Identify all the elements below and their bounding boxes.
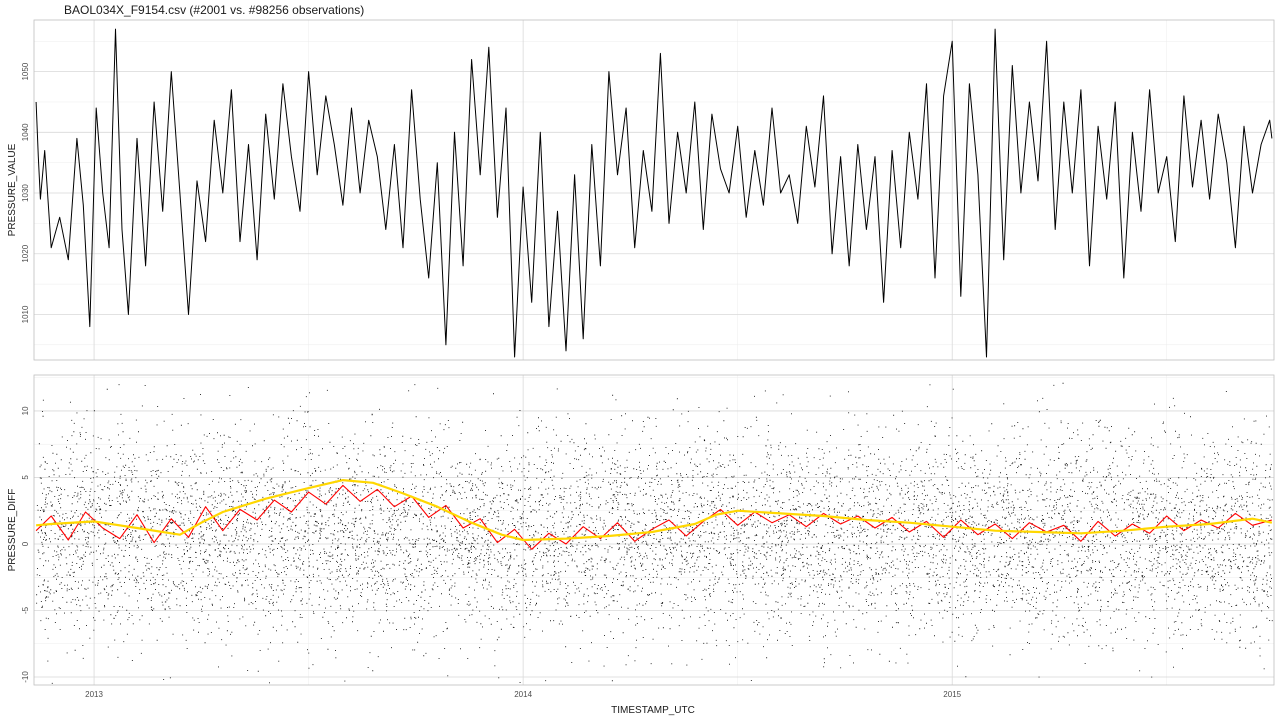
pressure-diff-panel-border <box>33 374 1275 686</box>
pressure-value-axis-title: PRESSURE_VALUE <box>7 143 18 236</box>
smoothed-trend-line <box>36 479 1273 542</box>
y-tick-label: 1050 <box>21 62 30 80</box>
pressure-diff-series-line <box>35 484 1273 550</box>
pressure-value-panel-border <box>33 19 1275 361</box>
y-tick-label: 1020 <box>21 244 30 262</box>
x-tick-label: 2015 <box>943 690 961 699</box>
y-tick-label: -5 <box>21 606 30 614</box>
y-tick-label: 1010 <box>21 305 30 323</box>
chart-title: BAOL034X_F9154.csv (#2001 vs. #98256 obs… <box>64 3 364 17</box>
pressure-value-line <box>35 28 1273 358</box>
pressure-value-panel: 1010 1020 1030 1040 1050 PRESSURE_VALUE <box>7 19 1275 361</box>
y-tick-label: 5 <box>21 475 30 480</box>
x-tick-label: 2013 <box>85 690 103 699</box>
y-tick-label: -10 <box>21 671 30 683</box>
y-tick-label: 1040 <box>21 123 30 141</box>
pressure-diff-axis-title: PRESSURE_DIFF <box>7 489 18 572</box>
y-tick-label: 1030 <box>21 184 30 202</box>
x-axis-title: TIMESTAMP_UTC <box>611 705 695 716</box>
x-tick-label: 2014 <box>514 690 532 699</box>
y-tick-label: 0 <box>21 541 30 546</box>
y-tick-label: 10 <box>21 406 30 415</box>
pressure-diff-panel: -10 -5 0 5 10 2013 2014 2015 PRESSURE_DIFF <box>7 374 1275 699</box>
